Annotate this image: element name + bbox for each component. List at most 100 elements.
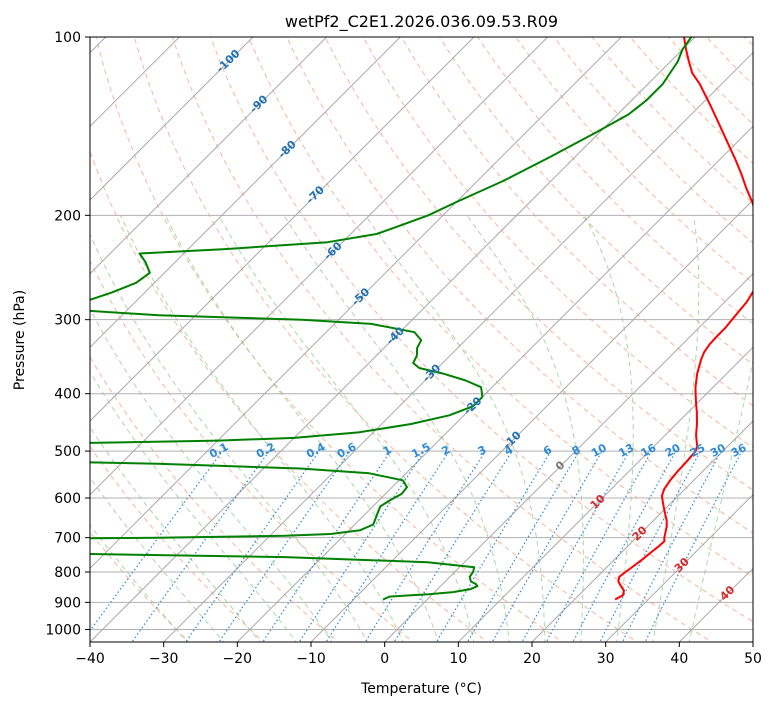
y-tick-label: 400 bbox=[54, 387, 81, 403]
dry-adiabat-line bbox=[362, 37, 753, 449]
x-tick-label: −10 bbox=[296, 651, 326, 667]
x-tick-label: −40 bbox=[75, 651, 105, 667]
y-tick-label: 200 bbox=[54, 208, 81, 224]
isotherm-line bbox=[90, 37, 623, 570]
mixing-ratio-label: 16 bbox=[639, 441, 659, 460]
moist-adiabat-line bbox=[90, 426, 261, 642]
mixing-ratio-line bbox=[298, 450, 425, 642]
isotherm-label: 20 bbox=[630, 523, 650, 543]
isotherm-line bbox=[457, 346, 753, 642]
y-tick-label: 900 bbox=[54, 595, 81, 611]
isotherm-line bbox=[90, 37, 402, 349]
moist-adiabat-line bbox=[90, 370, 297, 642]
mixing-ratio-label: 0.6 bbox=[335, 440, 359, 461]
mixing-ratio-line bbox=[218, 450, 351, 642]
moist-adiabats bbox=[90, 215, 753, 642]
dry-adiabat-line bbox=[400, 37, 753, 407]
x-tick-label: 50 bbox=[744, 651, 762, 667]
moist-adiabat-line bbox=[90, 308, 333, 642]
x-tick-label: −20 bbox=[223, 651, 253, 667]
y-tick-label: 500 bbox=[54, 444, 81, 460]
isotherm-line bbox=[678, 567, 753, 642]
chart-title: wetPf2_C2E1.2026.036.09.53.R09 bbox=[285, 12, 558, 32]
moist-adiabat-line bbox=[466, 215, 584, 642]
moist-adiabat-line bbox=[583, 215, 634, 642]
mixing-ratio-line bbox=[131, 450, 270, 642]
y-axis-label: Pressure (hPa) bbox=[12, 290, 28, 390]
isobar-gridlines bbox=[90, 37, 753, 630]
moist-adiabat-line bbox=[688, 358, 753, 642]
mixing-ratio-label: 10 bbox=[589, 441, 609, 460]
mixing-ratio-line bbox=[325, 450, 450, 642]
plot-frame bbox=[89, 36, 754, 643]
sounding-traces bbox=[90, 37, 753, 601]
x-axis-label: Temperature (°C) bbox=[360, 681, 482, 697]
moist-adiabat-line bbox=[90, 476, 225, 642]
mixing-ratio-line bbox=[185, 450, 320, 642]
moist-adiabat-line bbox=[120, 215, 404, 642]
mixing-ratio-line bbox=[90, 450, 223, 632]
moist-adiabat-line bbox=[364, 215, 546, 642]
mixing-ratio-line bbox=[572, 450, 677, 642]
isotherm-line bbox=[90, 37, 328, 275]
dry-adiabat-line bbox=[210, 37, 753, 623]
x-tick-label: 10 bbox=[449, 651, 467, 667]
y-axis-ticks: 100 200 300 400 500 600 700 800 900 1000 bbox=[45, 30, 90, 638]
mixing-ratio-label: 25 bbox=[688, 441, 708, 460]
dry-adiabat-line bbox=[515, 37, 753, 284]
plot-area: -100-90-80-70-60-50-40-30-20-10010203040… bbox=[90, 37, 753, 642]
isotherm-line bbox=[90, 37, 549, 496]
mixing-ratio-line bbox=[262, 450, 392, 642]
isotherm-line bbox=[90, 37, 254, 201]
isotherm-line bbox=[90, 37, 475, 422]
mixing-ratio-line bbox=[364, 450, 486, 642]
dewpoint-trace bbox=[90, 37, 693, 601]
isotherm-line bbox=[310, 199, 753, 642]
isotherm-line bbox=[752, 641, 753, 642]
x-tick-label: 20 bbox=[523, 651, 541, 667]
x-tick-label: 40 bbox=[670, 651, 688, 667]
y-tick-label: 100 bbox=[54, 30, 81, 46]
isotherm-line bbox=[236, 125, 753, 642]
isotherm-line bbox=[162, 51, 753, 642]
moist-adiabat-line bbox=[164, 215, 439, 642]
isotherm-line bbox=[531, 420, 753, 642]
mixing-ratio-line bbox=[621, 450, 722, 642]
moist-adiabat-line bbox=[218, 215, 475, 642]
moist-adiabat-line bbox=[652, 215, 700, 642]
dry-adiabat-line bbox=[438, 37, 753, 366]
x-tick-label: 30 bbox=[597, 651, 615, 667]
moist-adiabat-line bbox=[90, 232, 369, 642]
mixing-ratio-label: 3 bbox=[476, 443, 489, 458]
mixing-ratio-label: 1 bbox=[381, 443, 394, 458]
moist-adiabat-line bbox=[283, 215, 510, 642]
mixing-ratio-label: 1.5 bbox=[409, 440, 432, 461]
temperature-trace bbox=[614, 37, 753, 601]
mixing-ratio-line bbox=[644, 450, 743, 642]
moist-adiabat-line bbox=[90, 524, 188, 642]
dry-adiabat-line bbox=[90, 150, 489, 642]
mixing-ratio-line bbox=[599, 450, 702, 642]
isotherm-line bbox=[383, 272, 753, 642]
dry-adiabat-line bbox=[744, 37, 753, 47]
y-tick-label: 700 bbox=[54, 531, 81, 547]
dry-adiabat-line bbox=[553, 37, 753, 244]
dry-adiabat-line bbox=[324, 37, 753, 491]
mixing-ratio-label: 2 bbox=[439, 443, 452, 458]
mixing-ratio-line bbox=[466, 450, 580, 642]
x-tick-label: 0 bbox=[380, 651, 389, 667]
isotherm-gridlines bbox=[90, 37, 753, 642]
x-tick-label: −30 bbox=[149, 651, 179, 667]
y-tick-label: 600 bbox=[54, 491, 81, 507]
mixing-ratio-label: 6 bbox=[541, 443, 554, 458]
mixing-ratio-line bbox=[393, 450, 513, 642]
mixing-ratio-label: 13 bbox=[617, 441, 637, 460]
x-axis-ticks: −40 −30 −20 −10 0 10 20 30 40 50 bbox=[75, 642, 762, 667]
dry-adiabat-line bbox=[477, 37, 753, 325]
dry-adiabat-line bbox=[95, 37, 564, 642]
mixing-ratio-label: 30 bbox=[708, 441, 728, 460]
mixing-ratio-label: 0.1 bbox=[207, 440, 230, 461]
dry-adiabat-line bbox=[248, 37, 753, 578]
